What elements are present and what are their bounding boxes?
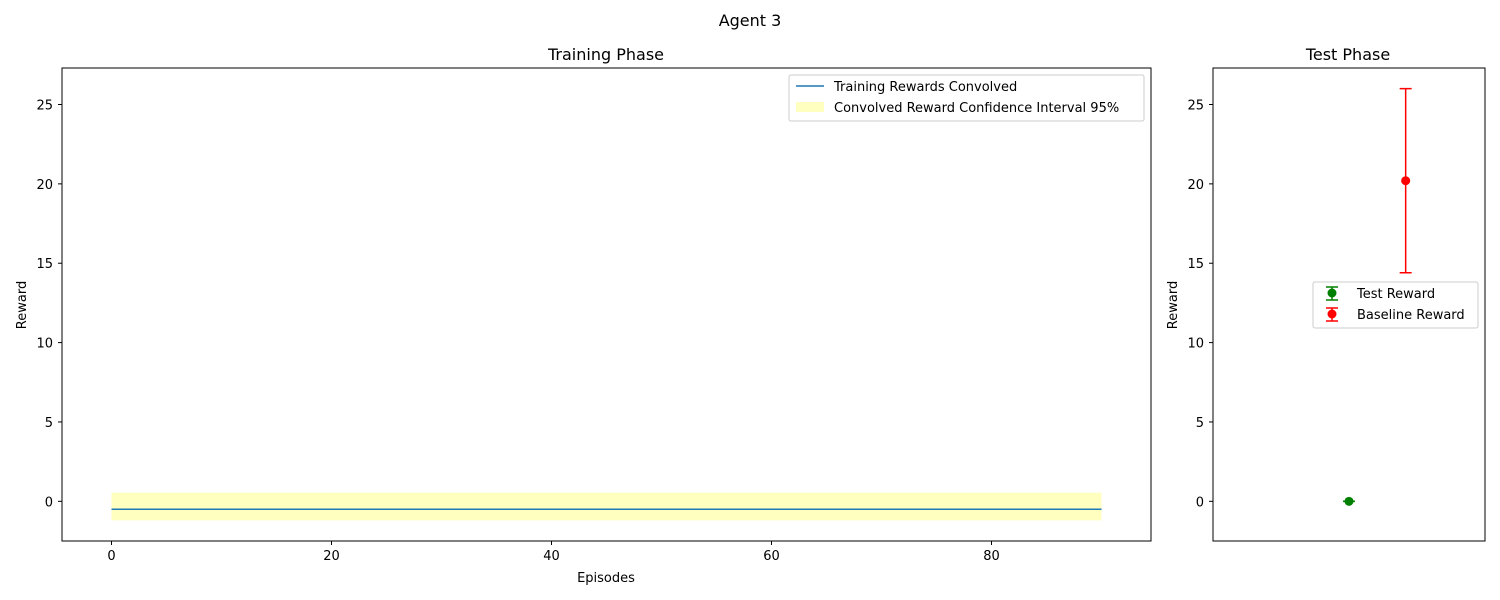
test-ticks: 0 5 10 15 20 25 [1187,99,1213,510]
training-axes-frame [61,67,1152,542]
training-panel: Training Phase Episodes Reward 0 20 40 60 80… [15,45,1152,586]
test-ytick-label: 5 [1196,416,1204,431]
training-ytick-label: 5 [45,416,53,431]
legend-label-confidence-interval: Convolved Reward Confidence Interval 95% [834,101,1119,116]
test-ytick-label: 15 [1187,257,1204,272]
test-ytick-label: 25 [1187,99,1204,114]
test-ytick-label: 0 [1196,495,1204,510]
figure-suptitle: Agent 3 [719,11,782,30]
training-ylabel: Reward [15,281,30,329]
test-panel: Test Phase Reward 0 5 10 15 20 25 Test Reward… [1166,45,1486,542]
marker [1344,496,1354,506]
training-ytick-label: 25 [36,99,53,114]
test-reward-point [1343,496,1355,506]
marker [1401,176,1411,186]
training-xtick-label: 60 [763,549,780,564]
test-axes-frame [1212,67,1486,542]
training-xlabel: Episodes [577,571,635,586]
baseline-reward-point [1399,87,1412,274]
training-xtick-label: 80 [983,549,1000,564]
training-xtick-label: 20 [323,549,340,564]
test-legend-box [1312,281,1479,329]
test-legend: Test Reward Baseline Reward [1312,281,1479,329]
legend-label-test-reward: Test Reward [1356,287,1435,302]
training-xtick-label: 40 [543,549,560,564]
training-xtick-label: 0 [107,549,115,564]
training-legend-box [788,74,1145,122]
test-ytick-label: 10 [1187,337,1204,352]
training-ytick-label: 0 [45,495,53,510]
test-marks [1343,87,1412,506]
legend-label-baseline-reward: Baseline Reward [1357,308,1465,323]
legend-band-swatch [796,102,824,112]
legend-errorbar-swatch-test [1326,286,1338,301]
legend-errorbar-swatch-baseline [1326,307,1338,322]
training-ytick-label: 10 [36,337,53,352]
test-ylabel: Reward [1166,281,1181,329]
training-legend: Training Rewards Convolved Convolved Rew… [788,74,1145,122]
training-title: Training Phase [547,45,664,64]
training-ytick-label: 20 [36,178,53,193]
test-ytick-label: 20 [1187,178,1204,193]
confidence-band [111,492,1102,521]
training-ytick-label: 15 [36,257,53,272]
training-marks [111,492,1102,521]
training-ticks: 0 20 40 60 80 0 5 10 15 20 25 [36,99,999,564]
test-title: Test Phase [1305,45,1390,64]
legend-label-training-rewards: Training Rewards Convolved [833,80,1017,95]
